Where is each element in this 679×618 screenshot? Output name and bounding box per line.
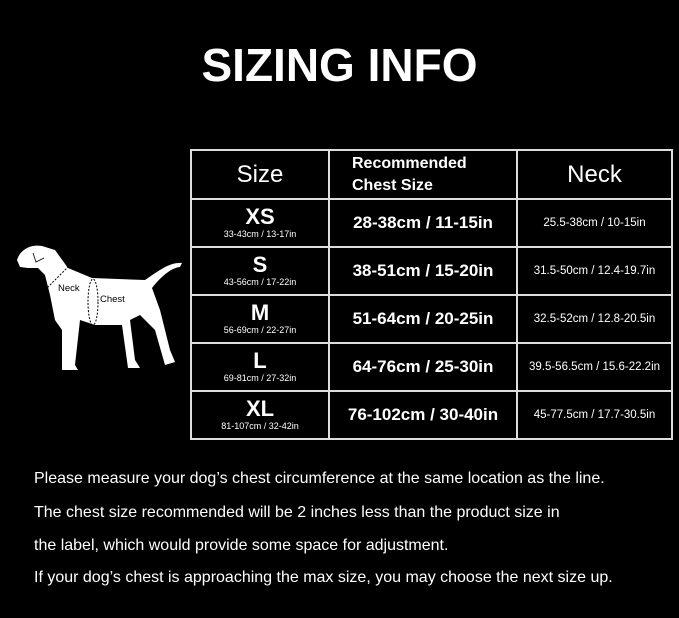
- size-range: 69-81cm / 27-32in: [223, 373, 297, 383]
- size-label: M: [250, 300, 270, 325]
- dog-silhouette-icon: [17, 245, 182, 370]
- size-range: 33-43cm / 13-17in: [223, 229, 297, 239]
- size-label: XS: [245, 204, 275, 229]
- chest-value: 76-102cm / 30-40in: [328, 390, 518, 440]
- table-row: S 43-56cm / 17-22in 38-51cm / 15-20in 31.…: [190, 246, 673, 296]
- size-label: XL: [245, 396, 275, 421]
- neck-value: 25.5-38cm / 10-15in: [516, 198, 673, 248]
- chest-measure-line: [87, 278, 99, 326]
- header-chest-line1: Recommended: [352, 154, 467, 172]
- note-line: The chest size recommended will be 2 inc…: [34, 504, 560, 521]
- table-row: XL 81-107cm / 32-42in 76-102cm / 30-40in …: [190, 390, 673, 440]
- size-range: 56-69cm / 22-27in: [223, 325, 297, 335]
- note-line: If your dog’s chest is approaching the m…: [34, 569, 613, 586]
- header-size: Size: [190, 149, 330, 200]
- note-line: the label, which would provide some spac…: [34, 537, 449, 554]
- sizing-table: Size Recommended Chest Size Neck XS 33-43c…: [190, 149, 673, 440]
- neck-label: Neck: [58, 283, 80, 294]
- neck-value: 31.5-50cm / 12.4-19.7in: [516, 246, 673, 296]
- note-line: Please measure your dog’s chest circumfe…: [34, 470, 605, 487]
- neck-measure-line: [44, 266, 69, 291]
- chest-value: 28-38cm / 11-15in: [328, 198, 518, 248]
- neck-value: 45-77.5cm / 17.7-30.5in: [516, 390, 673, 440]
- page-title: SIZING INFO: [201, 39, 478, 91]
- neck-value: 39.5-56.5cm / 15.6-22.2in: [516, 342, 673, 392]
- dog-illustration: Neck Chest: [17, 245, 182, 370]
- table-row: M 56-69cm / 22-27in 51-64cm / 20-25in 32.…: [190, 294, 673, 344]
- size-label: S: [252, 252, 268, 277]
- chest-value: 38-51cm / 15-20in: [328, 246, 518, 296]
- size-range: 81-107cm / 32-42in: [221, 421, 299, 431]
- header-chest-line2: Chest Size: [352, 176, 433, 194]
- chest-value: 64-76cm / 25-30in: [328, 342, 518, 392]
- size-range: 43-56cm / 17-22in: [223, 277, 297, 287]
- chest-value: 51-64cm / 20-25in: [328, 294, 518, 344]
- size-label: L: [253, 348, 267, 373]
- table-row: L 69-81cm / 27-32in 64-76cm / 25-30in 39.…: [190, 342, 673, 392]
- chest-label: Chest: [100, 294, 125, 305]
- neck-value: 32.5-52cm / 12.8-20.5in: [516, 294, 673, 344]
- header-chest: Recommended Chest Size: [328, 149, 518, 200]
- table-header-row: Size Recommended Chest Size Neck: [190, 149, 673, 200]
- header-neck: Neck: [516, 149, 673, 200]
- table-row: XS 33-43cm / 13-17in 28-38cm / 11-15in 25…: [190, 198, 673, 248]
